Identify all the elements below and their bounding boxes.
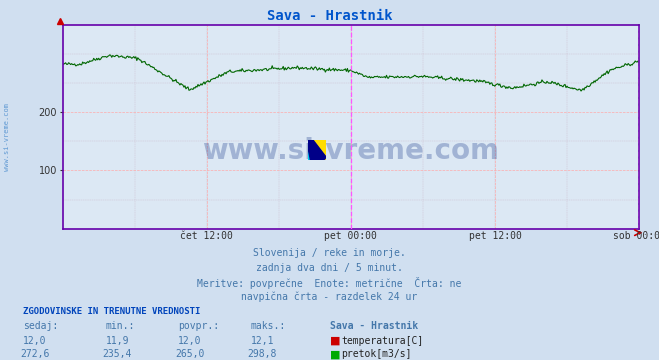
Text: maks.:: maks.: bbox=[250, 321, 285, 331]
Polygon shape bbox=[308, 140, 326, 160]
Text: navpična črta - razdelek 24 ur: navpična črta - razdelek 24 ur bbox=[241, 292, 418, 302]
Text: povpr.:: povpr.: bbox=[178, 321, 219, 331]
Text: temperatura[C]: temperatura[C] bbox=[341, 336, 424, 346]
Text: 12,0: 12,0 bbox=[23, 336, 47, 346]
Text: 235,4: 235,4 bbox=[103, 349, 132, 359]
Text: 298,8: 298,8 bbox=[248, 349, 277, 359]
Text: 12,0: 12,0 bbox=[178, 336, 202, 346]
Text: 11,9: 11,9 bbox=[105, 336, 129, 346]
Text: ZGODOVINSKE IN TRENUTNE VREDNOSTI: ZGODOVINSKE IN TRENUTNE VREDNOSTI bbox=[23, 307, 200, 316]
Text: Meritve: povprečne  Enote: metrične  Črta: ne: Meritve: povprečne Enote: metrične Črta:… bbox=[197, 277, 462, 289]
Text: pet 12:00: pet 12:00 bbox=[469, 231, 521, 241]
Text: 12,1: 12,1 bbox=[250, 336, 274, 346]
Text: sob 00:00: sob 00:00 bbox=[613, 231, 659, 241]
Text: ■: ■ bbox=[330, 336, 340, 346]
Text: pet 00:00: pet 00:00 bbox=[324, 231, 378, 241]
Text: Sava - Hrastnik: Sava - Hrastnik bbox=[267, 9, 392, 23]
Text: zadnja dva dni / 5 minut.: zadnja dva dni / 5 minut. bbox=[256, 263, 403, 273]
Text: ■: ■ bbox=[330, 349, 340, 359]
Text: 272,6: 272,6 bbox=[20, 349, 49, 359]
Polygon shape bbox=[308, 140, 326, 160]
Text: sedaj:: sedaj: bbox=[23, 321, 58, 331]
Text: pretok[m3/s]: pretok[m3/s] bbox=[341, 349, 412, 359]
Text: Sava - Hrastnik: Sava - Hrastnik bbox=[330, 321, 418, 331]
Text: min.:: min.: bbox=[105, 321, 135, 331]
Text: www.si-vreme.com: www.si-vreme.com bbox=[202, 137, 500, 165]
Polygon shape bbox=[308, 140, 326, 160]
Text: Slovenija / reke in morje.: Slovenija / reke in morje. bbox=[253, 248, 406, 258]
Text: www.si-vreme.com: www.si-vreme.com bbox=[3, 103, 10, 171]
Text: čet 12:00: čet 12:00 bbox=[181, 231, 233, 241]
Text: 265,0: 265,0 bbox=[175, 349, 204, 359]
